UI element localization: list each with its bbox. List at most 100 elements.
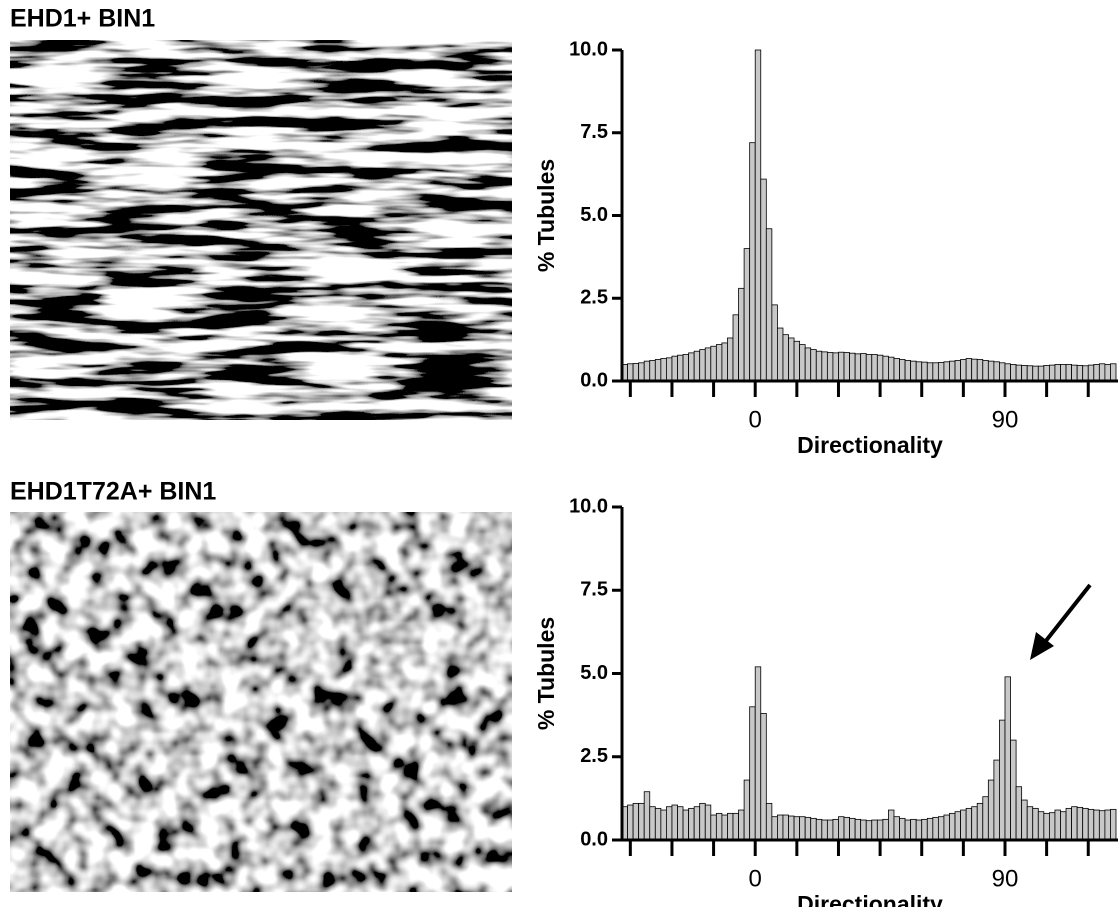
bar — [799, 816, 806, 841]
bar — [638, 802, 645, 841]
bar — [677, 806, 684, 841]
bar — [1015, 364, 1023, 382]
bar — [871, 819, 878, 841]
bar — [738, 287, 745, 382]
bar — [926, 817, 934, 841]
bar — [815, 350, 823, 382]
panel-title: EHD1T72A+ BIN1 — [10, 478, 216, 506]
bar — [682, 809, 690, 841]
bar — [1004, 676, 1011, 841]
bar — [926, 362, 934, 382]
bar — [666, 806, 673, 841]
bar — [960, 359, 967, 382]
bar — [932, 362, 939, 382]
bar — [1032, 807, 1039, 841]
bar — [860, 353, 867, 382]
bar — [754, 49, 762, 382]
bar — [727, 812, 734, 841]
y-tick-label: 0.0 — [580, 369, 608, 391]
bar — [632, 802, 640, 841]
bar — [1032, 365, 1039, 382]
bar — [843, 816, 850, 841]
bar — [765, 228, 773, 382]
x-tick-label: 90 — [992, 865, 1019, 892]
bar — [782, 334, 789, 382]
bar — [882, 355, 889, 382]
bar — [1048, 812, 1056, 841]
bar — [771, 304, 778, 382]
bar — [760, 713, 767, 841]
y-tick-label: 7.5 — [580, 579, 608, 601]
y-tick-label: 10.0 — [569, 495, 608, 517]
bar — [1071, 364, 1078, 382]
bar — [854, 818, 862, 841]
bar — [937, 816, 945, 841]
bar — [826, 352, 834, 382]
bar — [782, 814, 789, 841]
bar — [1010, 364, 1017, 382]
bar — [987, 779, 995, 841]
bar — [643, 791, 651, 841]
y-axis-label: % Tubules — [533, 617, 559, 730]
bar — [971, 806, 978, 841]
bar — [1093, 809, 1100, 841]
bar — [865, 820, 873, 841]
y-tick-label: 2.5 — [580, 287, 608, 309]
bar — [738, 809, 745, 841]
bar — [976, 359, 984, 382]
bar — [838, 816, 845, 841]
bar — [993, 759, 1000, 841]
bar — [888, 356, 895, 382]
bar — [949, 360, 956, 382]
bar — [743, 248, 751, 382]
bar — [1065, 364, 1072, 382]
bar — [677, 354, 684, 382]
bar — [627, 804, 634, 841]
bar — [843, 352, 850, 382]
bar — [888, 809, 895, 841]
bar — [1037, 811, 1045, 841]
bar — [965, 807, 973, 841]
x-axis-label: Directionality — [797, 432, 943, 458]
bar — [743, 779, 751, 841]
bar — [1037, 365, 1045, 382]
bar — [699, 802, 706, 841]
bar — [849, 817, 856, 841]
bar — [893, 358, 900, 382]
bar — [1076, 806, 1084, 841]
bar — [654, 807, 662, 841]
bar — [660, 809, 667, 841]
bar — [704, 804, 712, 841]
y-tick-label: 5.0 — [580, 204, 608, 226]
bar — [649, 806, 656, 841]
bar — [1098, 810, 1106, 841]
bar — [915, 819, 923, 841]
bar — [638, 362, 645, 382]
micrograph — [10, 512, 512, 892]
bar — [904, 360, 912, 382]
bar — [710, 345, 717, 382]
bar — [960, 809, 967, 841]
bar — [982, 796, 989, 841]
bar — [810, 349, 817, 382]
bar — [1054, 364, 1061, 382]
bar — [893, 816, 900, 841]
bar — [649, 360, 656, 382]
bar — [954, 360, 961, 382]
bar — [921, 361, 928, 382]
bar — [693, 350, 701, 382]
bar — [1054, 809, 1061, 841]
bar — [904, 819, 912, 841]
bar — [660, 358, 667, 382]
bar — [876, 354, 884, 382]
bar — [899, 817, 906, 841]
bar — [1082, 365, 1089, 382]
bar — [1026, 365, 1034, 382]
bar — [715, 344, 723, 382]
bar — [1021, 799, 1028, 841]
bar — [1076, 365, 1084, 382]
bar — [793, 340, 801, 382]
bar — [765, 802, 773, 841]
bar — [910, 818, 917, 841]
bar — [882, 818, 889, 841]
